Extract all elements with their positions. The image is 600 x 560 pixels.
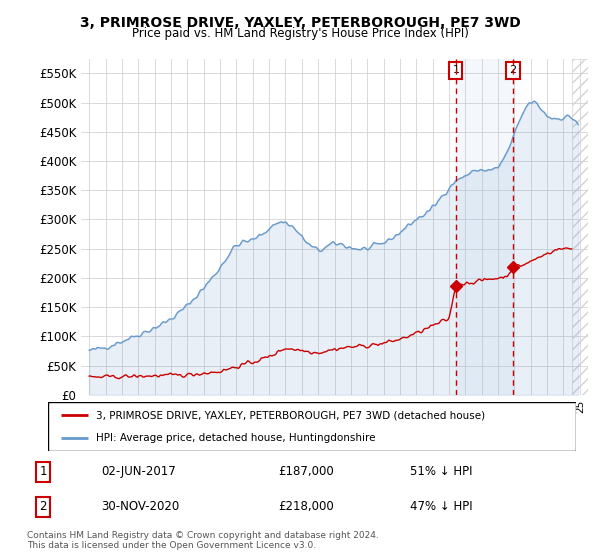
Text: 2: 2: [40, 500, 47, 514]
Text: Price paid vs. HM Land Registry's House Price Index (HPI): Price paid vs. HM Land Registry's House …: [131, 27, 469, 40]
Text: 2: 2: [509, 66, 517, 76]
Text: 30-NOV-2020: 30-NOV-2020: [101, 500, 179, 514]
Text: 3, PRIMROSE DRIVE, YAXLEY, PETERBOROUGH, PE7 3WD: 3, PRIMROSE DRIVE, YAXLEY, PETERBOROUGH,…: [80, 16, 520, 30]
Text: 51% ↓ HPI: 51% ↓ HPI: [410, 465, 473, 478]
Text: 1: 1: [452, 66, 460, 76]
Text: 47% ↓ HPI: 47% ↓ HPI: [410, 500, 473, 514]
Text: 3, PRIMROSE DRIVE, YAXLEY, PETERBOROUGH, PE7 3WD (detached house): 3, PRIMROSE DRIVE, YAXLEY, PETERBOROUGH,…: [95, 410, 485, 421]
Text: 1: 1: [40, 465, 47, 478]
Text: HPI: Average price, detached house, Huntingdonshire: HPI: Average price, detached house, Hunt…: [95, 433, 375, 443]
Text: 02-JUN-2017: 02-JUN-2017: [101, 465, 176, 478]
Text: £187,000: £187,000: [278, 465, 334, 478]
Text: £218,000: £218,000: [278, 500, 334, 514]
Bar: [456, 59, 513, 395]
Text: Contains HM Land Registry data © Crown copyright and database right 2024.
This d: Contains HM Land Registry data © Crown c…: [27, 531, 379, 550]
